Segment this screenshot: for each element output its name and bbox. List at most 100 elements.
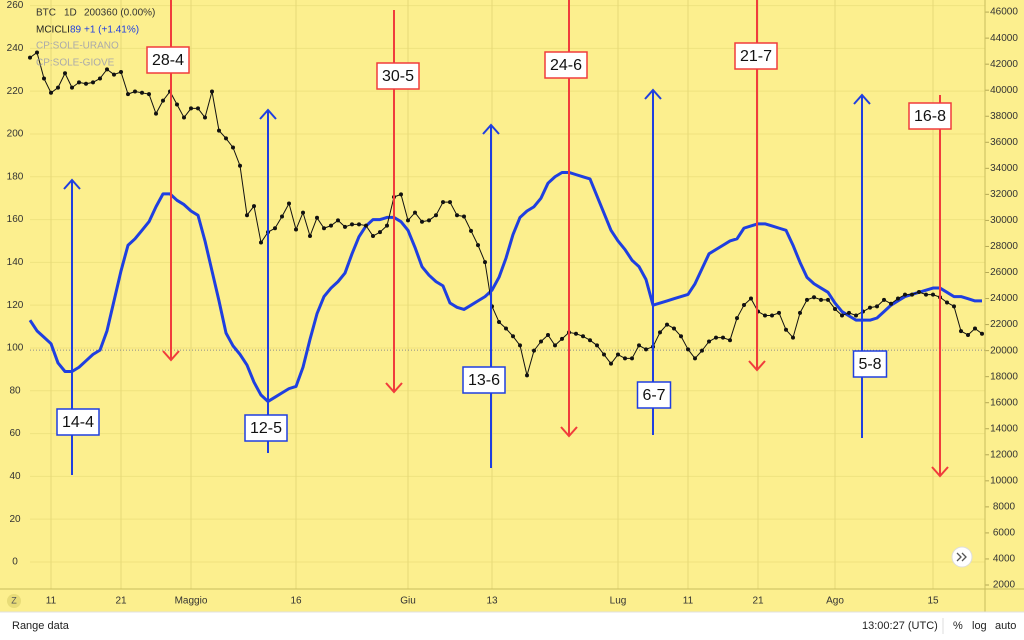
zoom-button[interactable]: Z — [11, 595, 17, 605]
data-point — [973, 326, 977, 331]
data-point — [469, 228, 473, 233]
annotation-box — [146, 46, 190, 74]
annotation-box — [544, 51, 588, 79]
x-tick-label: Giu — [400, 596, 416, 607]
auto-toggle[interactable]: auto — [995, 620, 1016, 632]
data-point — [630, 356, 634, 361]
annotation-arrowhead — [259, 108, 277, 120]
y2-tick-label: 44000 — [990, 33, 1018, 44]
data-point — [812, 295, 816, 300]
data-point — [889, 301, 893, 306]
annotation-label: 21-7 — [740, 48, 772, 65]
data-point — [945, 300, 949, 305]
data-point — [84, 81, 88, 86]
y2-tick-label: 16000 — [990, 397, 1018, 408]
y-tick-label: 20 — [9, 514, 21, 525]
x-tick-label: 11 — [46, 596, 57, 607]
percent-toggle[interactable]: % — [953, 620, 963, 632]
data-point — [791, 335, 795, 340]
y2-tick-label: 36000 — [990, 137, 1018, 148]
y2-tick-label: 14000 — [990, 423, 1018, 434]
x-tick-label: Maggio — [175, 596, 208, 607]
y-tick-label: 60 — [9, 428, 21, 439]
x-tick-label: Ago — [826, 596, 844, 607]
data-point — [483, 260, 487, 265]
data-point — [931, 292, 935, 297]
data-point — [462, 214, 466, 219]
study-label[interactable]: CP:SOLE-URANO — [36, 41, 119, 52]
data-point — [203, 115, 207, 120]
data-point — [658, 330, 662, 335]
scroll-button-bg[interactable] — [951, 546, 973, 568]
y-tick-label: 140 — [7, 257, 24, 268]
data-point — [679, 334, 683, 339]
data-point — [833, 306, 837, 311]
data-point — [875, 304, 879, 309]
y-tick-label: 160 — [7, 214, 24, 225]
data-point — [406, 218, 410, 223]
data-point — [70, 85, 74, 90]
x-tick-label: 16 — [290, 596, 302, 607]
study-label[interactable]: CP:SOLE-GIOVE — [36, 58, 115, 69]
y-tick-label: 80 — [9, 385, 21, 396]
data-point — [98, 76, 102, 81]
x-tick-label: 21 — [752, 596, 764, 607]
annotation-arrowhead — [385, 382, 403, 394]
y2-tick-label: 10000 — [990, 475, 1018, 486]
data-point — [224, 136, 228, 141]
data-point — [497, 319, 501, 324]
y2-tick-label: 40000 — [990, 85, 1018, 96]
annotation-label: 28-4 — [152, 52, 184, 69]
data-point — [133, 89, 137, 94]
data-point — [420, 219, 424, 224]
data-point — [777, 310, 781, 315]
annotation-label: 14-4 — [62, 414, 94, 431]
data-point — [903, 292, 907, 297]
data-point — [301, 210, 305, 215]
data-point — [245, 213, 249, 218]
x-tick-label: 15 — [927, 596, 939, 607]
annotation-label: 12-5 — [250, 420, 282, 437]
data-point — [511, 334, 515, 339]
annotation-box — [462, 366, 506, 394]
annotation-box — [852, 350, 888, 378]
data-point — [42, 76, 46, 81]
data-point — [672, 326, 676, 331]
annotation-label: 24-6 — [550, 57, 582, 74]
data-point — [805, 297, 809, 302]
indicator-change: +1 (+1.41%) — [84, 25, 139, 36]
y2-tick-label: 24000 — [990, 293, 1018, 304]
data-point — [959, 329, 963, 334]
date-range-button[interactable]: Range data — [12, 620, 70, 632]
zoom-button-bg[interactable] — [7, 594, 21, 608]
data-point — [721, 335, 725, 340]
data-point — [952, 304, 956, 309]
y-tick-label: 260 — [7, 0, 24, 11]
data-point — [35, 50, 39, 55]
data-point — [910, 292, 914, 297]
scroll-button[interactable] — [951, 546, 973, 568]
data-point — [980, 331, 984, 336]
data-point — [49, 90, 53, 95]
symbol: BTC — [36, 8, 56, 19]
y2-tick-label: 6000 — [993, 528, 1016, 539]
log-toggle[interactable]: log — [972, 620, 987, 632]
indicator-name: MCICLI — [36, 25, 70, 36]
annotation-arrowhead — [63, 178, 81, 190]
annotation-box — [908, 102, 952, 130]
y2-tick-label: 8000 — [993, 502, 1016, 513]
data-point — [56, 85, 60, 90]
data-point — [784, 327, 788, 332]
annotation-box — [734, 42, 778, 70]
data-point — [189, 106, 193, 111]
annotation-label: 13-6 — [468, 372, 500, 389]
data-point — [231, 145, 235, 150]
data-point — [686, 347, 690, 352]
y2-tick-label: 28000 — [990, 241, 1018, 252]
data-point — [518, 343, 522, 348]
y2-tick-label: 2000 — [993, 580, 1016, 591]
y2-tick-label: 46000 — [990, 7, 1018, 18]
data-point — [413, 210, 417, 215]
data-point — [574, 331, 578, 336]
